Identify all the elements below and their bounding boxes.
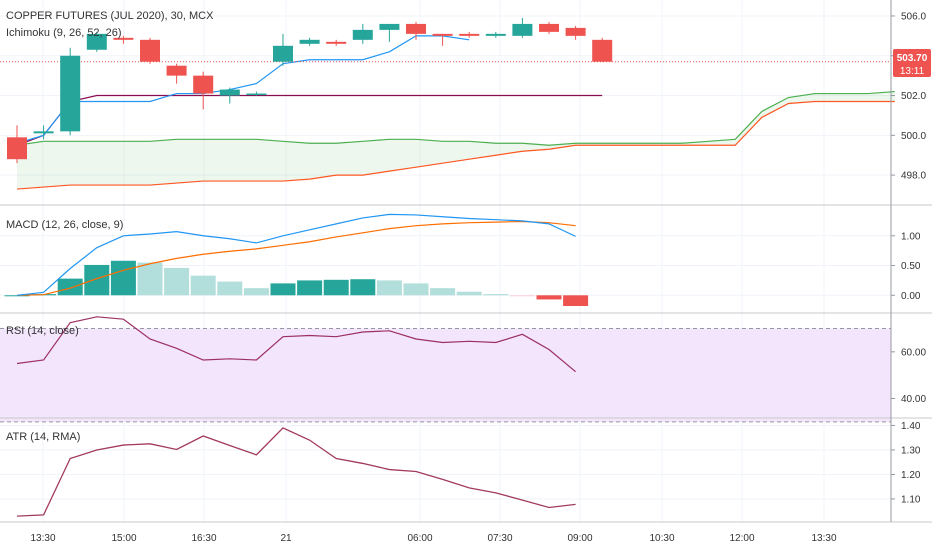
candle-body: [7, 137, 27, 160]
macd-histogram-bar: [376, 280, 402, 296]
macd-histogram-bar: [84, 264, 110, 296]
y-axis-tick-label: 500.0: [901, 131, 926, 142]
macd-histogram-bar: [509, 295, 535, 297]
candle-body: [113, 37, 134, 40]
y-axis-tick-label: 40.00: [901, 394, 926, 405]
last-price-tag: 503.70 13:11: [893, 49, 931, 77]
candle-body: [459, 33, 480, 36]
x-axis-tick-label: 13:30: [30, 533, 55, 544]
macd-histogram-bar: [110, 260, 136, 296]
bar-countdown: 13:11: [900, 66, 925, 77]
macd-histogram-bar: [190, 275, 216, 296]
base-line: [16, 94, 603, 146]
candle-body: [273, 45, 293, 62]
candle-body: [326, 41, 347, 44]
candle-body: [512, 23, 533, 36]
candle-body: [352, 29, 373, 40]
y-axis-tick-label: 0.00: [901, 291, 921, 302]
x-axis-tick-label: 13:30: [811, 533, 836, 544]
macd-histogram-bar: [456, 291, 482, 296]
y-axis-tick-label: 1.40: [901, 421, 921, 432]
y-axis-tick-label: 1.00: [901, 231, 921, 242]
y-axis-tick-label: 502.0: [901, 91, 926, 102]
macd-line: [16, 213, 576, 296]
macd-histogram-bar: [403, 283, 429, 296]
leading-span-a-line: [16, 90, 895, 146]
candle-body: [219, 89, 240, 96]
macd-histogram-bar: [4, 295, 30, 297]
ichimoku-cloud-fill: [17, 91, 895, 190]
x-axis-tick-label: 16:30: [191, 533, 216, 544]
macd-histogram-bar: [243, 288, 269, 296]
x-axis-tick-label: 09:00: [567, 533, 592, 544]
x-axis-tick-label: 06:00: [407, 533, 432, 544]
candle-body: [193, 75, 214, 94]
y-axis-tick-label: 60.00: [901, 347, 926, 358]
macd-histogram-bar: [57, 278, 83, 296]
candle-body: [592, 39, 613, 62]
candle-body: [485, 33, 506, 36]
rsi-indicator-label: RSI (14, close): [6, 325, 79, 337]
rsi-band-fill: [0, 328, 891, 422]
macd-histogram-bar: [270, 283, 296, 296]
y-axis-tick-label: 498.0: [901, 171, 926, 182]
x-axis-tick-label: 21: [280, 533, 292, 544]
conversion-line: [16, 35, 470, 144]
atr-line: [16, 427, 576, 517]
macd-signal-line: [16, 220, 576, 296]
candle-body: [166, 65, 187, 76]
macd-histogram-bar: [430, 288, 456, 296]
macd-histogram-bar: [483, 294, 509, 296]
rsi-line: [16, 316, 576, 373]
macd-histogram-bar: [217, 281, 243, 296]
candle-body: [432, 33, 453, 36]
y-axis-tick-label: 0.50: [901, 261, 921, 272]
candle-body: [406, 23, 426, 34]
candle-body: [565, 27, 586, 36]
x-axis-tick-label: 12:00: [729, 533, 754, 544]
candle-body: [33, 131, 54, 134]
macd-histogram-bar: [137, 262, 163, 296]
macd-histogram-bar: [323, 279, 349, 296]
macd-histogram-bar: [563, 295, 589, 306]
ichimoku-indicator-label: Ichimoku (9, 26, 52, 26): [6, 27, 122, 39]
macd-histogram-bar: [350, 279, 376, 296]
macd-histogram-bar: [536, 295, 562, 300]
candle-body: [379, 23, 400, 30]
y-axis-tick-label: 1.30: [901, 445, 921, 456]
candle-body: [60, 55, 81, 132]
candle-body: [539, 23, 559, 32]
macd-indicator-label: MACD (12, 26, close, 9): [6, 219, 123, 231]
atr-indicator-label: ATR (14, RMA): [6, 431, 80, 443]
candle-body: [140, 39, 160, 62]
x-axis-tick-label: 10:30: [649, 533, 674, 544]
candle-body: [86, 33, 107, 50]
y-axis-tick-label: 1.10: [901, 494, 921, 505]
candle-body: [246, 93, 267, 96]
candle-body: [299, 39, 320, 44]
leading-span-b-line: [16, 100, 895, 190]
last-price-value: 503.70: [897, 53, 928, 64]
x-axis-tick-label: 07:30: [487, 533, 512, 544]
macd-histogram-bar: [297, 280, 323, 296]
macd-histogram-bar: [164, 267, 190, 296]
y-axis-tick-label: 1.20: [901, 470, 921, 481]
x-axis-tick-label: 15:00: [111, 533, 136, 544]
chart-title: COPPER FUTURES (JUL 2020), 30, MCX: [6, 10, 214, 22]
y-axis-tick-label: 506.0: [901, 11, 926, 22]
